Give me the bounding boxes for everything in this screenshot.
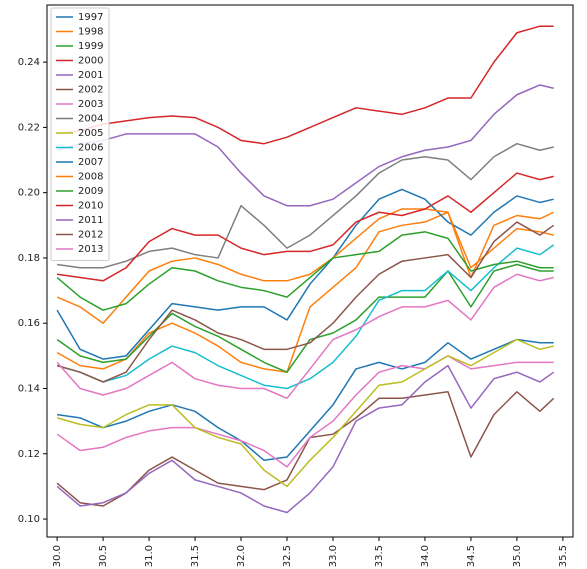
series-line bbox=[56, 355, 554, 468]
legend-label: 2011 bbox=[78, 215, 103, 226]
x-tick-label: 30.5 bbox=[98, 545, 109, 567]
y-tick-label: 0.16 bbox=[18, 318, 40, 329]
y-tick-label: 0.20 bbox=[18, 188, 40, 199]
legend-label: 2004 bbox=[78, 114, 103, 125]
series-line bbox=[56, 208, 555, 324]
x-tick-label: 31.0 bbox=[144, 545, 155, 567]
y-tick-label: 0.10 bbox=[18, 514, 40, 525]
legend-label: 2003 bbox=[78, 99, 103, 110]
series-line bbox=[56, 244, 555, 390]
series-line bbox=[56, 263, 554, 373]
legend-label: 2009 bbox=[78, 186, 103, 197]
legend-label: 2012 bbox=[78, 230, 103, 241]
legend-label: 2013 bbox=[78, 244, 103, 255]
y-tick-label: 0.18 bbox=[18, 253, 40, 264]
series-line bbox=[56, 273, 554, 400]
x-tick-label: 35.5 bbox=[558, 545, 569, 567]
legend-label: 2007 bbox=[78, 157, 103, 168]
x-tick-label: 33.0 bbox=[328, 545, 339, 567]
x-tick-label: 33.5 bbox=[374, 545, 385, 567]
x-tick-label: 30.0 bbox=[52, 545, 63, 567]
legend-label: 2008 bbox=[78, 172, 103, 183]
legend-label: 2005 bbox=[78, 128, 103, 139]
x-tick-label: 34.5 bbox=[466, 545, 477, 567]
series-line bbox=[56, 221, 555, 383]
x-tick-label: 31.5 bbox=[190, 545, 201, 567]
series-line bbox=[57, 338, 554, 462]
y-tick-label: 0.22 bbox=[18, 122, 40, 133]
x-tick-label: 35.0 bbox=[512, 545, 523, 567]
legend-label: 2002 bbox=[78, 85, 103, 96]
series-line bbox=[56, 364, 555, 514]
legend-label: 2000 bbox=[78, 56, 103, 67]
legend-label: 1997 bbox=[78, 12, 103, 23]
series-line bbox=[56, 84, 554, 207]
legend: 1997 1998 1999 2000 2001 2002 2003 2004 2005 2006… bbox=[50, 7, 110, 261]
legend-label: 2010 bbox=[78, 201, 103, 212]
x-tick-label: 32.5 bbox=[282, 545, 293, 567]
legend-label: 2001 bbox=[78, 70, 103, 81]
x-tick-label: 32.0 bbox=[236, 545, 247, 567]
plot-frame bbox=[46, 4, 574, 538]
y-tick-label: 0.14 bbox=[18, 383, 40, 394]
legend-label: 1999 bbox=[78, 41, 103, 52]
y-tick-label: 0.24 bbox=[18, 57, 40, 68]
legend-box bbox=[50, 7, 110, 261]
series-line bbox=[57, 172, 554, 282]
series-line bbox=[56, 231, 554, 311]
series-line bbox=[57, 25, 554, 145]
series-line bbox=[56, 338, 554, 488]
legend-label: 2006 bbox=[78, 143, 103, 154]
series-line bbox=[57, 142, 554, 269]
y-tick-label: 0.12 bbox=[18, 449, 40, 460]
legend-label: 1998 bbox=[78, 27, 103, 38]
x-tick-label: 34.0 bbox=[420, 545, 431, 567]
series-line bbox=[56, 188, 554, 360]
